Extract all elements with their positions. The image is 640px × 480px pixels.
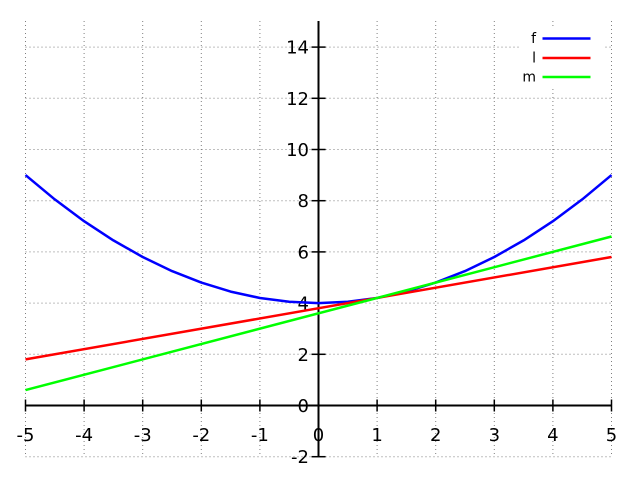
x-tick-label-3: 3 xyxy=(489,425,500,446)
x-tick-label--1: -1 xyxy=(251,425,269,446)
y-tick-label-12: 12 xyxy=(286,89,309,110)
y-tick-label-8: 8 xyxy=(298,191,309,212)
series-curve-m xyxy=(25,235,612,392)
x-tick-label--5: -5 xyxy=(17,425,35,446)
y-tick-label--2: -2 xyxy=(291,447,309,468)
legend: f l m xyxy=(519,27,605,87)
x-tick-label--3: -3 xyxy=(134,425,152,446)
y-tick-label-4: 4 xyxy=(298,294,309,315)
legend-label-f: f xyxy=(531,31,537,47)
x-tick-label-0: 0 xyxy=(313,425,324,446)
legend-entry-f: f xyxy=(531,31,591,47)
legend-label-m: m xyxy=(522,70,536,86)
legend-entry-l: l xyxy=(532,51,591,67)
y-tick-label-0: 0 xyxy=(298,396,309,417)
y-tick-label-6: 6 xyxy=(298,242,309,263)
x-tick-label--2: -2 xyxy=(192,425,210,446)
x-tick-label-1: 1 xyxy=(371,425,382,446)
y-tick-label-2: 2 xyxy=(298,345,309,366)
y-tick-label-10: 10 xyxy=(286,140,309,161)
x-tick-label--4: -4 xyxy=(75,425,93,446)
legend-label-l: l xyxy=(532,51,536,67)
x-tick-label-5: 5 xyxy=(606,425,617,446)
y-tick-label-14: 14 xyxy=(286,38,309,59)
series-curve-f xyxy=(24,174,613,305)
x-tick-label-2: 2 xyxy=(430,425,441,446)
legend-entry-m: m xyxy=(522,70,591,86)
series-curve-l xyxy=(25,255,612,361)
x-tick-label-4: 4 xyxy=(547,425,558,446)
series-layer xyxy=(24,174,613,392)
